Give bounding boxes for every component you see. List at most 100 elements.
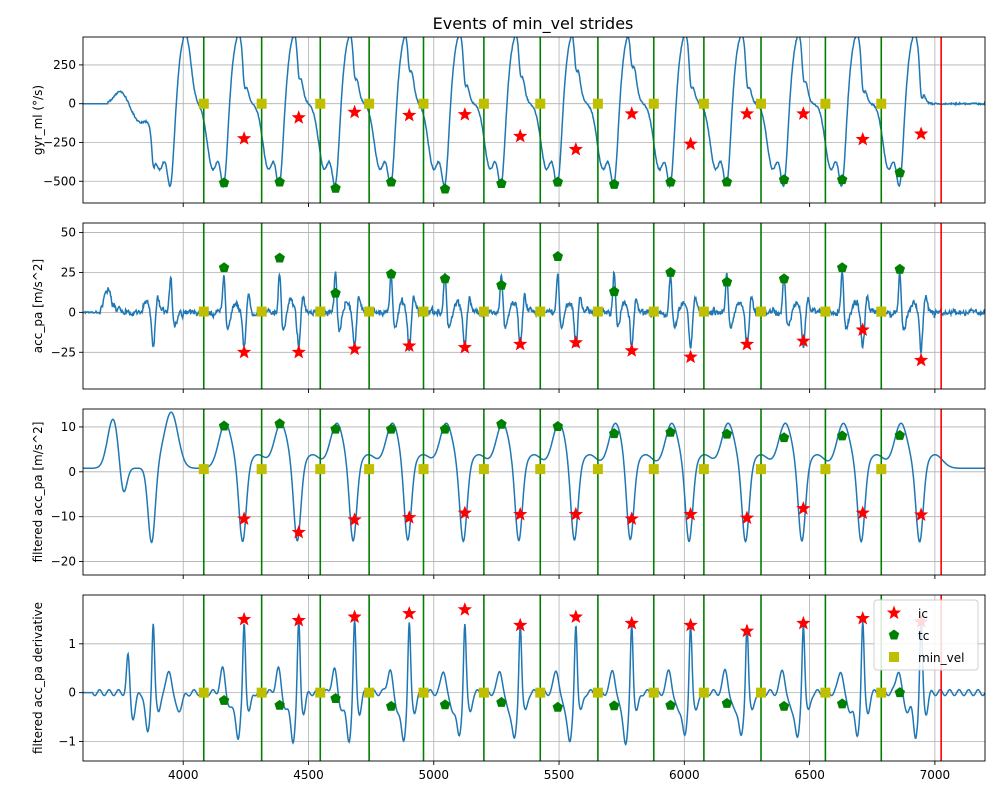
signal-line xyxy=(83,618,985,746)
tc-marker xyxy=(665,426,676,437)
ic-marker xyxy=(513,128,528,143)
tc-marker xyxy=(385,268,397,279)
x-tick-label: 4000 xyxy=(168,768,199,782)
min-vel-marker xyxy=(315,464,326,475)
tc-marker xyxy=(439,699,451,710)
min-vel-marker xyxy=(418,464,429,475)
ic-marker xyxy=(291,344,306,359)
min-vel-marker xyxy=(648,306,659,317)
ic-marker xyxy=(402,606,417,620)
x-tick-label: 7000 xyxy=(920,768,951,782)
min-vel-marker xyxy=(364,464,375,475)
min-vel-marker xyxy=(535,306,546,317)
y-tick-label: 50 xyxy=(61,226,76,240)
tc-marker xyxy=(721,276,733,287)
tc-marker xyxy=(778,273,790,284)
legend-box xyxy=(873,599,979,671)
tc-marker xyxy=(894,263,906,274)
y-tick-label: 0 xyxy=(68,465,76,479)
legend: ic tc min_vel xyxy=(873,599,979,671)
ic-marker xyxy=(402,510,417,524)
ic-marker xyxy=(796,615,811,630)
tc-marker xyxy=(778,432,790,443)
min-vel-marker xyxy=(698,464,709,475)
tc-marker xyxy=(385,176,397,187)
ic-marker xyxy=(739,336,755,351)
tc-marker xyxy=(496,696,507,707)
tc-marker xyxy=(608,700,620,711)
min-vel-marker xyxy=(478,98,489,109)
min-vel-marker xyxy=(418,687,429,698)
min-vel-marker xyxy=(315,687,326,698)
ic-marker xyxy=(291,612,306,627)
tc-marker xyxy=(330,287,341,298)
min-vel-marker xyxy=(756,98,767,109)
y-tick-label: −20 xyxy=(51,555,76,569)
tc-marker xyxy=(385,423,397,434)
tc-marker xyxy=(274,176,285,187)
min-vel-marker xyxy=(418,306,429,317)
y-tick-label: −25 xyxy=(51,345,76,359)
min-vel-marker xyxy=(876,464,887,475)
ic-marker xyxy=(347,341,362,356)
min-vel-marker xyxy=(698,306,709,317)
chart-title: Events of min_vel strides xyxy=(433,14,634,34)
tc-marker xyxy=(274,418,285,429)
min-vel-marker xyxy=(256,98,267,109)
ic-marker xyxy=(457,505,472,520)
legend-ic-marker xyxy=(886,605,902,620)
signal-line xyxy=(83,37,985,189)
y-tick-label: −1 xyxy=(58,734,76,748)
ic-marker xyxy=(683,617,698,632)
ic-marker xyxy=(236,131,252,145)
ic-marker xyxy=(513,506,528,521)
ic-marker xyxy=(624,511,639,525)
x-tick-label: 5000 xyxy=(419,768,450,782)
min-vel-marker xyxy=(478,464,489,475)
tc-marker xyxy=(778,700,790,711)
tc-marker xyxy=(496,178,507,189)
min-vel-marker xyxy=(315,98,326,109)
min-vel-marker xyxy=(648,464,659,475)
ic-marker xyxy=(913,126,929,141)
ic-marker xyxy=(624,343,639,357)
tc-marker xyxy=(894,167,906,178)
tc-marker xyxy=(665,699,676,710)
ic-marker xyxy=(568,506,583,521)
ic-marker xyxy=(513,336,528,351)
min-vel-marker xyxy=(648,687,659,698)
x-tick-label: 6000 xyxy=(669,768,700,782)
tc-marker xyxy=(552,421,564,431)
min-vel-marker xyxy=(256,687,267,698)
legend-tc-marker xyxy=(888,629,900,640)
min-vel-marker xyxy=(820,687,831,698)
tc-marker xyxy=(608,178,620,189)
legend-min-vel-marker xyxy=(889,652,899,662)
ic-marker xyxy=(796,333,811,348)
ic-marker xyxy=(796,106,811,120)
signal-line xyxy=(83,270,985,356)
ic-marker xyxy=(683,136,698,151)
min-vel-marker xyxy=(756,687,767,698)
legend-label: tc xyxy=(918,629,929,643)
ic-marker xyxy=(568,141,583,156)
tc-marker xyxy=(496,418,507,429)
panel-3: −20 −10 0 10 filtered acc_pa [m/s^2] xyxy=(31,408,986,579)
min-vel-marker xyxy=(820,98,831,109)
legend-label: min_vel xyxy=(918,651,964,665)
tc-marker xyxy=(274,699,285,710)
tc-marker xyxy=(836,698,848,709)
ic-marker xyxy=(855,322,870,337)
min-vel-marker xyxy=(592,98,603,109)
ic-marker xyxy=(402,338,417,352)
tc-marker xyxy=(274,252,285,263)
y-axis-label: acc_pa [m/s^2] xyxy=(31,259,45,353)
tc-marker xyxy=(330,182,341,193)
min-vel-marker xyxy=(364,98,375,109)
min-vel-marker xyxy=(592,687,603,698)
ic-marker xyxy=(855,610,870,625)
y-axis-label: filtered acc_pa [m/s^2] xyxy=(31,422,45,563)
ic-marker xyxy=(855,505,870,520)
